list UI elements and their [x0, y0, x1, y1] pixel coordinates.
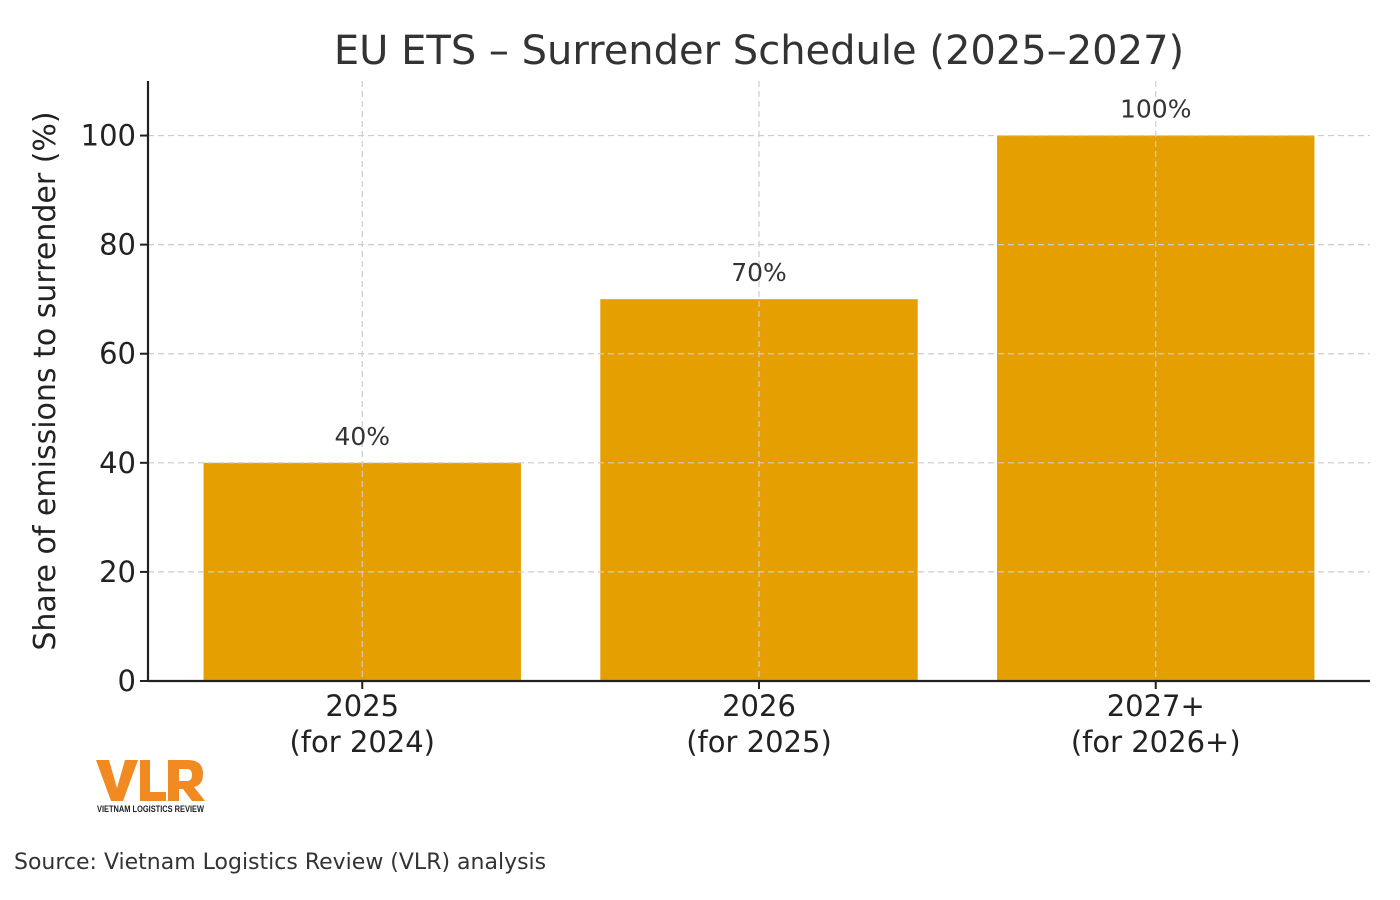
source-note: Source: Vietnam Logistics Review (VLR) a… [14, 850, 547, 875]
data-label: 70% [731, 258, 787, 287]
y-tick-label: 60 [99, 337, 136, 371]
x-tick-label: (for 2024) [289, 725, 435, 759]
x-tick-label: (for 2026+) [1071, 725, 1241, 759]
y-tick-label: 100 [81, 119, 136, 153]
x-tick-label: 2026 [722, 689, 796, 723]
y-axis-label: Share of emissions to surrender (%) [28, 111, 63, 650]
x-tick-label: 2027+ [1107, 689, 1205, 723]
y-tick-label: 80 [99, 228, 136, 262]
y-tick-label: 40 [99, 446, 136, 480]
chart-title: EU ETS – Surrender Schedule (2025–2027) [334, 28, 1184, 74]
data-label: 100% [1120, 95, 1191, 124]
bar [997, 135, 1315, 681]
x-tick-label: (for 2025) [686, 725, 832, 759]
data-label: 40% [334, 422, 390, 451]
y-tick-label: 20 [99, 555, 136, 589]
x-tick-label: 2025 [325, 689, 399, 723]
y-tick-label: 0 [118, 664, 136, 698]
